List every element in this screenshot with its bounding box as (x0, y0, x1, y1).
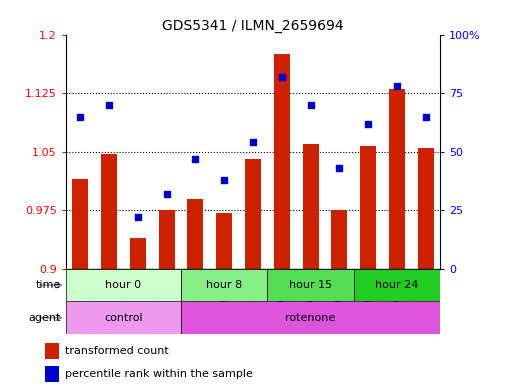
Text: hour 15: hour 15 (288, 280, 331, 290)
Bar (44, 343, 59, 359)
Point (335, 165, 343, 171)
Text: control: control (104, 313, 142, 323)
Point (248, 139, 257, 146)
Text: hour 24: hour 24 (375, 280, 418, 290)
Bar (181, 301, 439, 334)
Bar (101, 154, 117, 269)
Bar (353, 269, 439, 301)
Bar (130, 238, 145, 269)
Text: transformed count: transformed count (65, 346, 168, 356)
Bar (302, 144, 318, 269)
Point (105, 102, 113, 108)
Point (133, 214, 141, 220)
Point (191, 156, 199, 162)
Text: GDS5341 / ILMN_2659694: GDS5341 / ILMN_2659694 (162, 19, 343, 33)
Bar (267, 269, 353, 301)
Text: percentile rank within the sample: percentile rank within the sample (65, 369, 252, 379)
Text: rotenone: rotenone (285, 313, 335, 323)
Point (220, 177, 228, 183)
Point (421, 114, 429, 120)
Bar (187, 199, 203, 269)
Point (364, 121, 372, 127)
Point (277, 74, 285, 80)
Text: hour 8: hour 8 (206, 280, 242, 290)
Bar (181, 269, 267, 301)
Bar (66, 301, 181, 334)
Bar (360, 146, 375, 269)
Point (76, 114, 84, 120)
Point (392, 83, 400, 89)
Bar (331, 210, 346, 269)
Text: agent: agent (28, 313, 61, 323)
Bar (44, 366, 59, 382)
Bar (216, 213, 232, 269)
Point (306, 102, 314, 108)
Bar (417, 148, 433, 269)
Text: time: time (35, 280, 61, 290)
Bar (273, 54, 289, 269)
Bar (66, 269, 181, 301)
Point (162, 191, 170, 197)
Bar (244, 159, 261, 269)
Bar (159, 210, 174, 269)
Bar (72, 179, 88, 269)
Text: hour 0: hour 0 (105, 280, 141, 290)
Bar (388, 89, 404, 269)
